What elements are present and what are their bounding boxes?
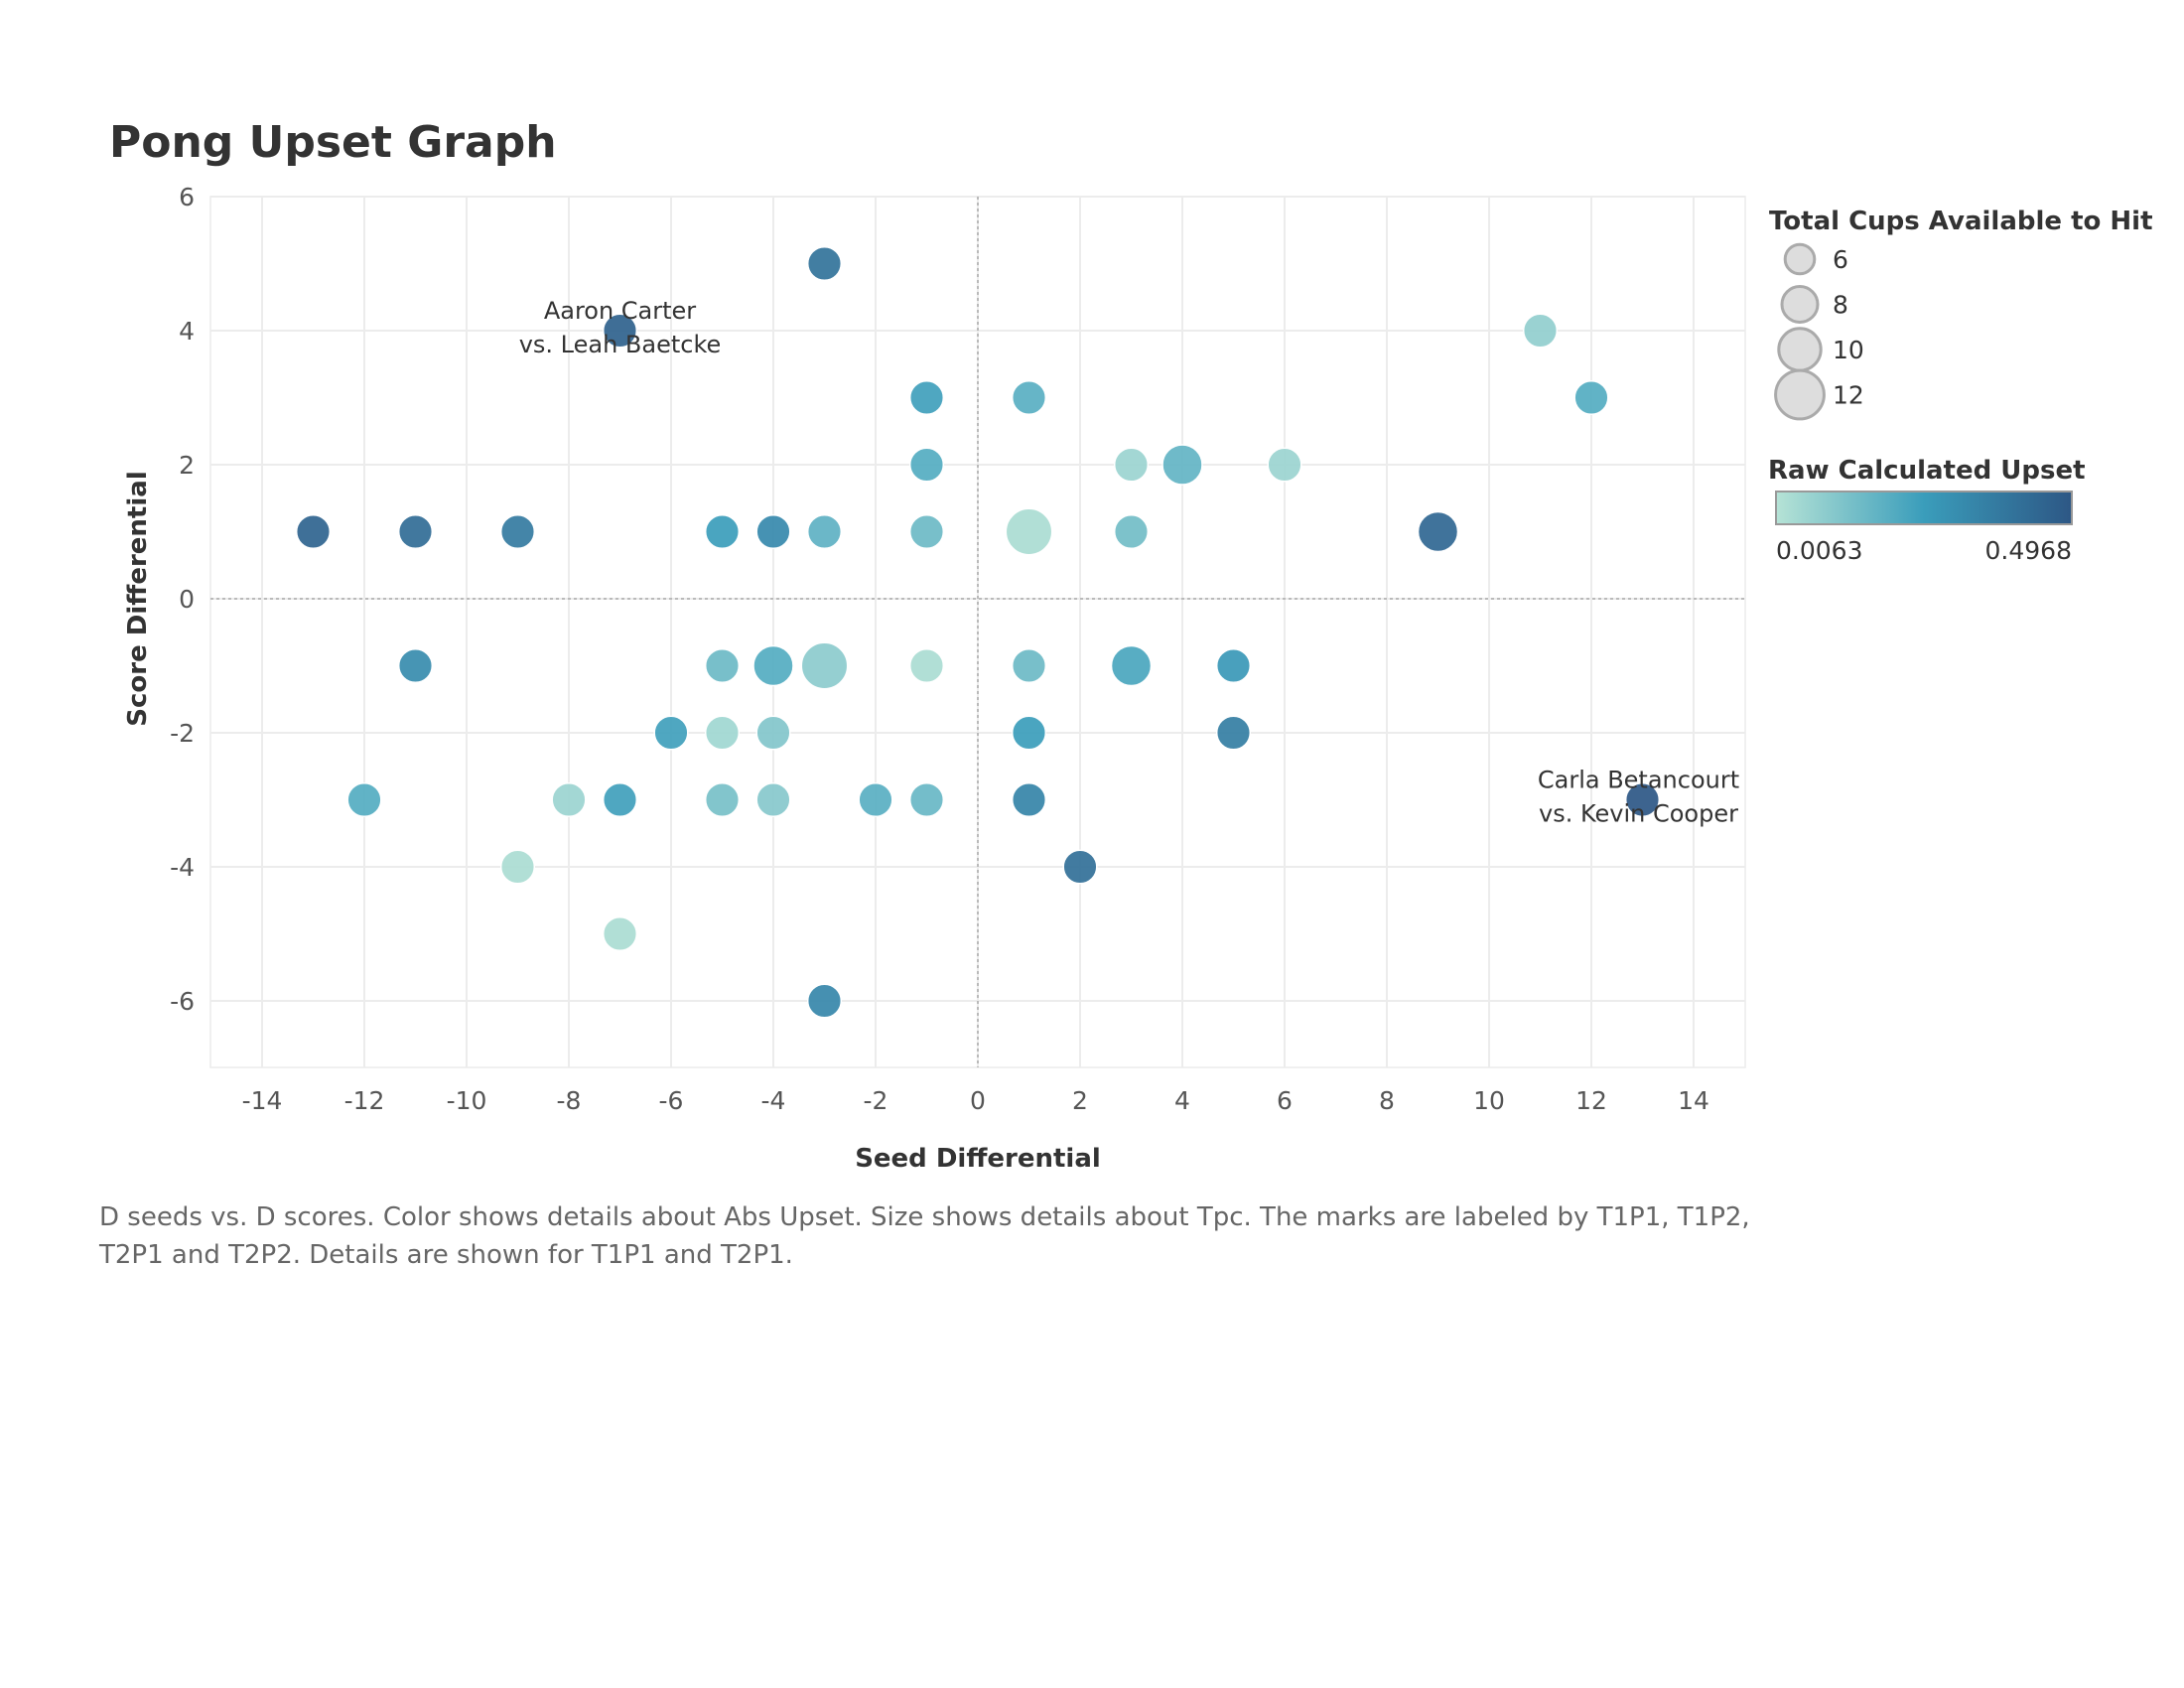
scatter-point[interactable] (295, 513, 332, 550)
point-annotations: Aaron Carter vs. Leah Baetcke Carla Betanc… (519, 297, 1739, 828)
scatter-point[interactable] (752, 644, 794, 687)
point-annotation-line: Carla Betancourt (1538, 767, 1739, 794)
scatter-point[interactable] (806, 513, 843, 550)
scatter-point[interactable] (908, 647, 945, 684)
scatter-point[interactable] (806, 983, 843, 1019)
size-legend: Total Cups Available to Hit 6 8 10 12 (1769, 207, 2153, 421)
x-tick-label: -6 (659, 1086, 684, 1115)
reference-lines (210, 197, 1745, 1067)
x-tick-label: -14 (242, 1086, 283, 1115)
scatter-point[interactable] (908, 781, 945, 818)
x-tick-label: 6 (1277, 1086, 1293, 1115)
x-tick-label: 12 (1575, 1086, 1607, 1115)
size-legend-swatch (1783, 242, 1817, 276)
point-annotation-line: vs. Kevin Cooper (1539, 800, 1738, 828)
size-legend-label: 12 (1833, 381, 1864, 410)
scatter-point[interactable] (704, 647, 741, 684)
scatter-point[interactable] (1113, 513, 1150, 550)
scatter-point[interactable] (1215, 715, 1252, 751)
scatter-point[interactable] (1522, 313, 1559, 349)
x-tick-label: -4 (761, 1086, 786, 1115)
scatter-point[interactable] (755, 781, 791, 818)
size-legend-swatch (1774, 368, 1826, 421)
y-tick-label: 6 (179, 183, 195, 211)
color-legend-title: Raw Calculated Upset (1768, 456, 2086, 486)
color-legend: Raw Calculated Upset 0.0063 0.4968 (1768, 456, 2086, 565)
size-legend-label: 8 (1833, 291, 1848, 320)
scatter-point[interactable] (551, 781, 587, 818)
size-legend-swatch (1780, 285, 1820, 324)
scatter-point[interactable] (499, 849, 536, 885)
point-annotation-line: vs. Leah Baetcke (519, 331, 722, 358)
scatter-point[interactable] (1011, 715, 1047, 751)
size-legend-label: 6 (1833, 245, 1848, 274)
y-axis-title: Score Differential (123, 471, 153, 726)
scatter-point[interactable] (653, 715, 689, 751)
x-tick-label: -10 (447, 1086, 487, 1115)
scatter-point[interactable] (1215, 647, 1252, 684)
scatter-point[interactable] (1624, 781, 1661, 818)
scatter-point[interactable] (1011, 647, 1047, 684)
scatter-point[interactable] (1417, 510, 1459, 553)
scatter-point[interactable] (908, 513, 945, 550)
color-ramp (1775, 491, 2073, 525)
x-tick-label: 10 (1473, 1086, 1505, 1115)
scatter-point[interactable] (1011, 379, 1047, 416)
scatter-point[interactable] (755, 513, 791, 550)
y-tick-label: -2 (170, 719, 195, 748)
scatter-point[interactable] (499, 513, 536, 550)
point-annotation-line: Aaron Carter (544, 297, 696, 325)
scatter-point[interactable] (858, 781, 893, 818)
x-tick-label: -2 (864, 1086, 888, 1115)
scatter-point[interactable] (806, 245, 843, 282)
x-tick-label: 8 (1379, 1086, 1395, 1115)
scatter-point[interactable] (704, 715, 741, 751)
x-tick-label: 0 (970, 1086, 986, 1115)
scatter-point[interactable] (908, 447, 945, 483)
scatter-point[interactable] (1011, 781, 1047, 818)
color-legend-max-label: 0.4968 (1985, 536, 2072, 565)
chart-caption: D seeds vs. D scores. Color shows detail… (99, 1202, 1750, 1270)
scatter-point[interactable] (1573, 379, 1609, 416)
scatter-point[interactable] (602, 313, 638, 349)
data-points (295, 245, 1661, 1019)
scatter-point[interactable] (908, 379, 945, 416)
x-tick-label: 14 (1678, 1086, 1709, 1115)
scatter-point[interactable] (755, 715, 791, 751)
scatter-point[interactable] (1062, 849, 1098, 885)
y-tick-label: 0 (179, 585, 195, 614)
y-tick-label: -6 (170, 987, 195, 1016)
y-tick-label: -4 (170, 853, 195, 882)
x-axis-title: Seed Differential (855, 1144, 1101, 1174)
x-tick-label: -12 (344, 1086, 385, 1115)
scatter-point[interactable] (397, 647, 434, 684)
size-legend-swatch (1777, 327, 1823, 372)
scatter-point[interactable] (704, 513, 741, 550)
chart-title: Pong Upset Graph (109, 117, 557, 168)
scatter-point[interactable] (602, 781, 638, 818)
scatter-point[interactable] (704, 781, 741, 818)
x-tick-label: 2 (1072, 1086, 1088, 1115)
scatter-point[interactable] (602, 915, 638, 952)
scatter-point[interactable] (346, 781, 382, 818)
scatter-point[interactable] (1161, 444, 1203, 486)
scatter-point[interactable] (1005, 507, 1053, 556)
y-axis-ticks: -6 -4 -2 0 2 4 6 (170, 183, 195, 1016)
size-legend-label: 10 (1833, 336, 1864, 364)
size-legend-title: Total Cups Available to Hit (1769, 207, 2153, 236)
scatter-point[interactable] (800, 641, 849, 690)
color-legend-min-label: 0.0063 (1776, 536, 1862, 565)
scatter-point[interactable] (1110, 644, 1153, 687)
y-tick-label: 2 (179, 451, 195, 480)
y-tick-label: 4 (179, 317, 195, 346)
x-tick-label: 4 (1174, 1086, 1190, 1115)
x-axis-ticks: -14 -12 -10 -8 -6 -4 -2 0 2 4 6 8 10 12 14 (242, 1086, 1709, 1115)
scatter-point[interactable] (1267, 447, 1302, 483)
scatter-point[interactable] (397, 513, 434, 550)
x-tick-label: -8 (557, 1086, 582, 1115)
scatter-point[interactable] (1113, 447, 1150, 483)
